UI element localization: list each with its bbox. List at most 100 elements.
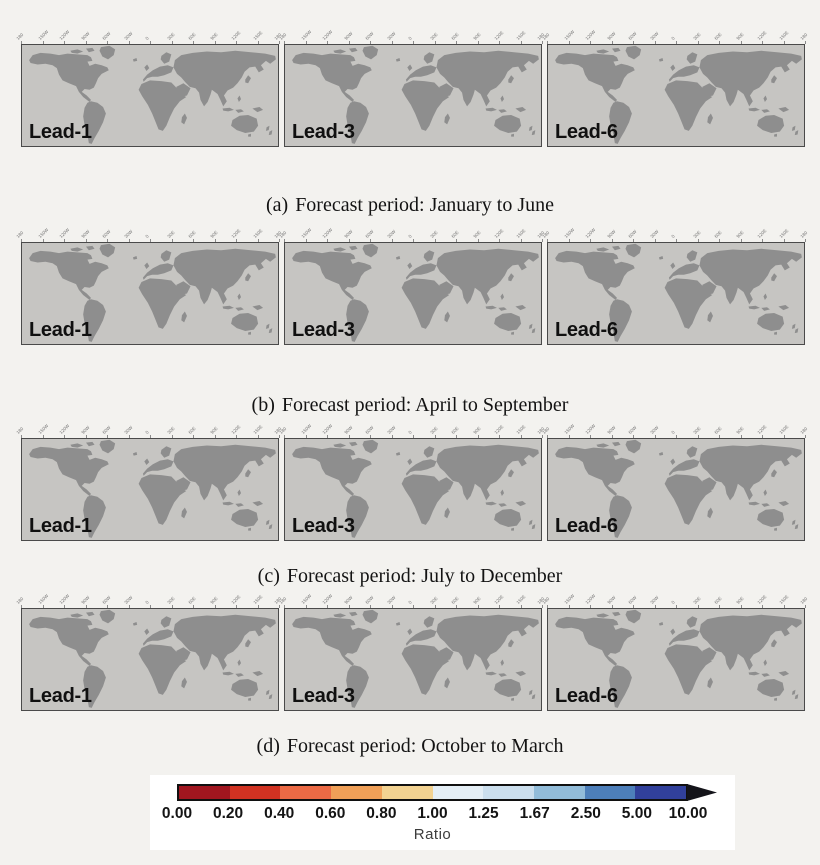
longitude-tick-row: 180 150W 120W 90W 60W 30W 0 30E 60E 90E 120E 150E 18…: [278, 29, 545, 44]
lon-tick-label: 90W: [342, 228, 354, 239]
lon-tick-label: 0: [670, 35, 676, 41]
ratio-patch: [308, 613, 326, 618]
lon-tick: 90W: [606, 229, 616, 242]
lon-tick-label: 30W: [648, 594, 660, 605]
lon-tick: 30E: [166, 426, 175, 438]
lon-tick: 0: [670, 36, 677, 44]
lon-tick: 30W: [386, 31, 396, 44]
world-map: Lead-6: [547, 608, 805, 711]
caption-index: (b): [251, 394, 275, 416]
lon-tick: 30E: [429, 426, 438, 438]
lon-tick-label: 180: [799, 596, 809, 605]
lon-tick: 90W: [343, 595, 353, 608]
caption-text: Forecast period: October to March: [286, 735, 564, 757]
lon-tick: 60E: [187, 230, 197, 242]
lon-tick-label: 60E: [187, 425, 197, 435]
lon-tick: 150W: [300, 227, 312, 242]
lon-tick-label: 60E: [713, 425, 723, 435]
longitude-tick-row: 180 150W 120W 90W 60W 30W 0 30E 60E 90E 120E 150E 18…: [278, 227, 545, 242]
lon-tick: 90E: [735, 596, 744, 608]
ratio-patch: [413, 614, 439, 620]
lon-tick-label: 90W: [79, 228, 91, 239]
lead-time-label: Lead-3: [292, 121, 355, 143]
map-row: 180 150W 120W 90W 60W 30W 0 30E 60E 90E 120E 150E 18…: [15, 593, 808, 711]
lon-tick: 120E: [493, 30, 504, 44]
map-panel-c-lead1: 180 150W 120W 90W 60W 30W 0 30E 60E 90E 120E 150E 18…: [15, 423, 282, 541]
lon-tick: 120E: [756, 594, 767, 608]
lon-tick-label: 90W: [605, 30, 617, 41]
lon-tick-label: 0: [407, 429, 413, 435]
lon-tick-label: 0: [407, 599, 413, 605]
lon-tick-label: 30E: [691, 595, 702, 605]
lon-tick: 180: [278, 596, 287, 608]
colorbar-tick-label: 1.25: [468, 805, 499, 822]
lon-tick: 60E: [713, 32, 723, 44]
lon-tick-label: 30E: [165, 229, 176, 239]
longitude-tick-row: 180 150W 120W 90W 60W 30W 0 30E 60E 90E 120E 150E 18…: [15, 593, 282, 608]
lon-tick: 180: [273, 596, 282, 608]
lon-tick: 150W: [37, 227, 49, 242]
world-basemap-svg: [29, 45, 276, 144]
world-map: Lead-6: [547, 44, 805, 147]
lon-tick-label: 150W: [36, 423, 49, 435]
lon-tick-label: 120W: [58, 423, 71, 435]
map-panel-b-lead3: 180 150W 120W 90W 60W 30W 0 30E 60E 90E 120E 150E 18…: [278, 227, 545, 345]
lon-tick: 90W: [343, 31, 353, 44]
lon-tick: 90E: [209, 32, 218, 44]
map-panel-c-lead6: 180 150W 120W 90W 60W 30W 0 30E 60E 90E 120E 150E 18…: [541, 423, 809, 541]
lon-tick: 120E: [493, 228, 504, 242]
lon-tick: 90E: [735, 426, 744, 438]
lon-tick-label: 30W: [122, 424, 134, 435]
lon-tick-label: 60E: [187, 595, 197, 605]
lon-tick-label: 180: [799, 230, 809, 239]
lon-tick: 90E: [209, 426, 218, 438]
lon-tick-label: 90W: [342, 594, 354, 605]
lon-tick-label: 90E: [471, 595, 482, 605]
lon-tick-label: 120W: [321, 227, 334, 239]
lon-tick-label: 90E: [208, 229, 219, 239]
lon-tick: 60W: [101, 31, 112, 44]
map-panel-a-lead3: 180 150W 120W 90W 60W 30W 0 30E 60E 90E 120E 150E 18…: [278, 29, 545, 147]
lon-tick: 180: [15, 230, 24, 242]
lon-tick: 90E: [472, 32, 481, 44]
lon-tick: 60W: [627, 31, 638, 44]
lon-tick-label: 150W: [562, 423, 575, 435]
lon-tick-label: 120E: [230, 424, 242, 435]
row-october-to-march: 180 150W 120W 90W 60W 30W 0 30E 60E 90E 120E 150E 18…: [0, 593, 820, 759]
lon-tick-label: 90W: [342, 30, 354, 41]
lon-tick-label: 30W: [122, 594, 134, 605]
lon-tick-label: 30W: [385, 424, 397, 435]
lon-tick: 120W: [58, 29, 70, 44]
lon-tick: 90W: [343, 229, 353, 242]
lon-tick: 180: [799, 596, 808, 608]
lon-tick: 60E: [450, 230, 460, 242]
world-basemap-svg: [29, 243, 276, 342]
lon-tick-label: 60W: [101, 424, 112, 435]
lon-tick: 180: [541, 426, 550, 438]
lon-tick-label: 150E: [777, 594, 789, 605]
colorbar-segment: [483, 786, 534, 799]
lon-tick: 60E: [450, 596, 460, 608]
colorbar: 0.00 0.20 0.40 0.60 0.80 1.00 1.25 1.67 2.50 5.00…: [162, 784, 717, 843]
colorbar-arrow: [687, 784, 717, 801]
lon-tick-label: 180: [799, 426, 809, 435]
lon-tick-label: 120W: [321, 29, 334, 41]
lon-tick-label: 90E: [734, 425, 745, 435]
lon-tick-label: 90E: [208, 425, 219, 435]
lon-tick: 150E: [515, 228, 526, 242]
lon-tick-label: 150W: [36, 593, 49, 605]
lon-tick-label: 30E: [428, 595, 439, 605]
lead-time-label: Lead-1: [29, 515, 92, 537]
colorbar-segment: [229, 786, 281, 799]
world-basemap-svg: [29, 439, 276, 538]
lon-tick-label: 90E: [734, 595, 745, 605]
lon-tick-label: 30E: [165, 31, 176, 41]
caption-text: Forecast period: July to December: [286, 565, 563, 587]
row-caption-c: (c) Forecast period: July to December: [0, 563, 820, 589]
lon-tick: 150E: [252, 228, 263, 242]
lon-tick-label: 0: [144, 599, 150, 605]
lead-time-label: Lead-1: [29, 121, 92, 143]
lon-tick-label: 180: [15, 230, 25, 239]
longitude-tick-row: 180 150W 120W 90W 60W 30W 0 30E 60E 90E 120E 150E 18…: [541, 227, 809, 242]
world-map: Lead-3: [284, 438, 542, 541]
